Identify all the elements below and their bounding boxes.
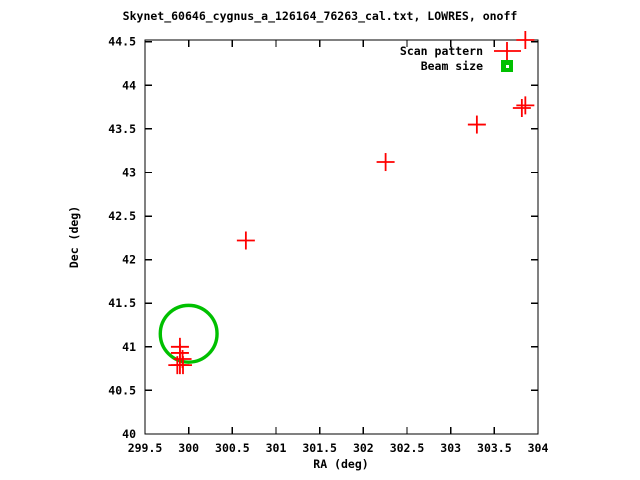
- scan-pattern-point: [516, 96, 535, 115]
- scan-pattern-point: [512, 98, 531, 117]
- x-axis-tick-labels: 299.5 300 300.5 301 301.5 302 302.5 303 303.5 304: [128, 441, 549, 455]
- scan-pattern-point: [467, 115, 486, 134]
- legend-square-center: [506, 65, 509, 68]
- legend-marker-beam-size: [501, 60, 513, 72]
- x-tick-label: 301.5: [302, 441, 337, 455]
- scan-pattern-point: [236, 231, 255, 250]
- chart-title: Skynet_60646_cygnus_a_126164_76263_cal.t…: [122, 9, 518, 23]
- y-tick-label: 42: [122, 253, 136, 267]
- y-tick-label: 43: [122, 165, 136, 179]
- y-tick-label: 41: [122, 340, 136, 354]
- x-tick-label: 299.5: [128, 441, 163, 455]
- beam-size-circle: [158, 303, 219, 364]
- legend-label: Scan pattern: [400, 44, 483, 58]
- y-tick-label: 42.5: [108, 209, 136, 223]
- y-tick-label: 40.5: [108, 383, 136, 397]
- y-tick-label: 40: [122, 427, 136, 441]
- x-tick-label: 304: [528, 441, 549, 455]
- x-tick-label: 300.5: [215, 441, 250, 455]
- x-tick-label: 303: [440, 441, 461, 455]
- y-axis-ticks: [145, 41, 538, 435]
- legend-label: Beam size: [421, 59, 483, 73]
- legend-marker-scan-pattern: [494, 42, 521, 60]
- scan-pattern-point: [173, 356, 192, 375]
- y-tick-label: 41.5: [108, 296, 136, 310]
- x-tick-label: 301: [266, 441, 287, 455]
- y-tick-label: 43.5: [108, 122, 136, 136]
- scan-pattern-points: [168, 31, 535, 375]
- y-axis-title: Dec (deg): [67, 206, 81, 268]
- plot-frame: [144, 39, 539, 435]
- x-tick-label: 302: [353, 441, 374, 455]
- beam-size-circles: [158, 303, 219, 364]
- x-tick-label: 302.5: [390, 441, 425, 455]
- y-axis-tick-labels: 40 40.5 41 41.5 42 42.5 43 43.5 44 44.5: [108, 35, 136, 441]
- x-axis-title: RA (deg): [313, 457, 368, 471]
- x-tick-label: 300: [178, 441, 199, 455]
- y-tick-label: 44: [122, 78, 136, 92]
- y-tick-label: 44.5: [108, 35, 136, 49]
- scan-pattern-point: [376, 153, 395, 172]
- scan-pattern-point: [516, 31, 535, 49]
- x-tick-label: 303.5: [477, 441, 512, 455]
- x-axis-ticks: [144, 40, 539, 434]
